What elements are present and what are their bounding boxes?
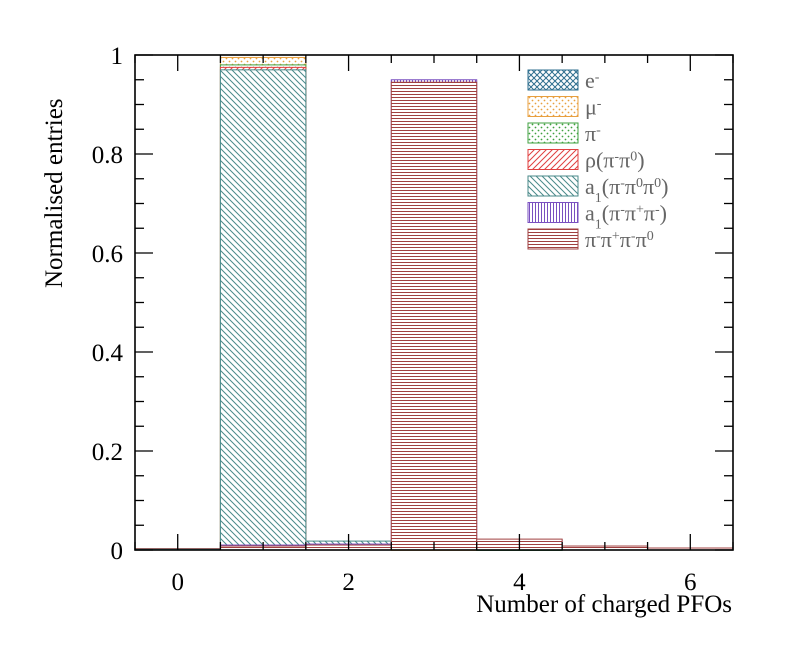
legend-swatch bbox=[527, 149, 579, 170]
y-axis-label: Normalised entries bbox=[41, 98, 68, 288]
tick-labels: 0 2 4 6 0 0.2 0.4 0.6 0.8 1 bbox=[92, 43, 697, 596]
y-tick-label: 0.2 bbox=[92, 439, 123, 466]
legend-swatch bbox=[527, 228, 579, 250]
legend-entry-label: a1(π-π0π0) bbox=[585, 174, 668, 206]
legend-entry-label: ρ(π-π0) bbox=[585, 148, 645, 173]
legend-swatch bbox=[527, 122, 579, 144]
y-tick-label: 0.6 bbox=[92, 241, 123, 268]
x-tick-label: 2 bbox=[342, 569, 355, 596]
bar-series-4-bin-1 bbox=[219, 69, 307, 551]
legend-swatch bbox=[527, 69, 579, 91]
histogram-bars bbox=[134, 56, 734, 551]
y-tick-label: 1 bbox=[111, 43, 124, 70]
legend: e-μ-π-ρ(π-π0)a1(π-π0π0)a1(π-π+π-)π-π+π-π… bbox=[527, 68, 668, 252]
legend-swatch bbox=[527, 175, 579, 197]
legend-entry-label: π- bbox=[585, 121, 601, 146]
x-tick-label: 4 bbox=[513, 569, 526, 596]
x-tick-label: 6 bbox=[684, 569, 697, 596]
legend-entry-label: e- bbox=[585, 68, 600, 93]
legend-entry-label: μ- bbox=[585, 95, 602, 120]
x-axis-label: Number of charged PFOs bbox=[476, 591, 732, 618]
legend-entry-label: a1(π-π+π-) bbox=[585, 201, 667, 233]
bar-series-6-bin-3 bbox=[390, 81, 478, 551]
x-tick-label: 0 bbox=[171, 569, 184, 596]
y-tick-label: 0.8 bbox=[92, 142, 123, 169]
legend-entry-label: π-π+π-π0 bbox=[585, 227, 654, 252]
y-tick-label: 0 bbox=[111, 538, 124, 565]
axis-ticks bbox=[134, 54, 734, 551]
legend-swatch bbox=[527, 96, 579, 117]
legend-swatch bbox=[527, 202, 579, 223]
y-tick-label: 0.4 bbox=[92, 340, 124, 367]
